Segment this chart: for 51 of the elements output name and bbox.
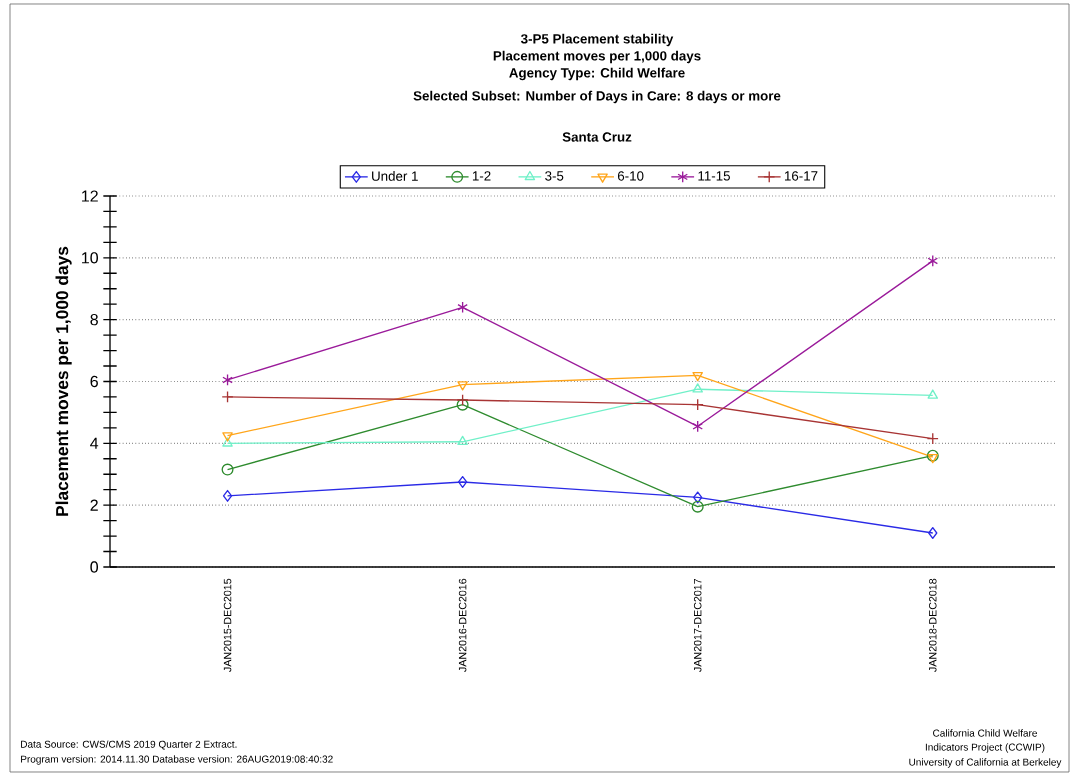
point	[927, 389, 939, 399]
point	[222, 432, 233, 442]
y-axis-title: Placement moves per 1,000 days	[55, 246, 72, 516]
legend-label: 11-15	[698, 171, 730, 181]
x-tick-label: JAN2015-DEC2015	[223, 578, 232, 672]
chart-subtitle: Placement moves per 1,000 days	[493, 50, 701, 64]
y-tick-label: 12	[82, 190, 98, 202]
point	[457, 475, 468, 488]
legend-label: 6-10	[617, 171, 644, 181]
legend-label: 1-2	[472, 171, 491, 181]
point	[221, 463, 234, 476]
y-tick-label: 10	[82, 252, 99, 264]
point	[222, 489, 233, 502]
point	[927, 453, 939, 464]
point	[693, 491, 703, 504]
point	[928, 526, 938, 539]
x-tick-label: JAN2017-DEC2017	[693, 578, 702, 672]
text: Selected Subset: Number of Days in Care: 8 days or more	[413, 90, 781, 104]
text: California Child Welfare	[933, 729, 1037, 737]
point	[926, 449, 939, 462]
legend-label: Under 1	[372, 171, 418, 181]
text: Santa Cruz	[562, 132, 632, 142]
point	[692, 383, 703, 393]
legend-label: 16-17	[784, 171, 818, 181]
point	[222, 437, 233, 447]
point	[221, 390, 234, 403]
point	[691, 398, 704, 411]
point	[691, 500, 704, 513]
x-tick-label: JAN2016-DEC2016	[458, 578, 467, 672]
source-note: Data Source: CWS/CMS 2019 Quarter 2 Extract.	[21, 740, 237, 750]
point	[926, 432, 939, 445]
text: Agency Type: Child Welfare	[509, 67, 685, 81]
text: University of California at Berkeley	[909, 758, 1062, 768]
text: Indicators Project (CCWIP)	[925, 743, 1045, 753]
point	[692, 420, 703, 433]
point	[457, 301, 468, 314]
y-tick-label: 0	[90, 561, 99, 573]
x-tick-label: JAN2018-DEC2018	[928, 578, 937, 672]
point	[457, 435, 468, 446]
legend-label: 3-5	[545, 171, 564, 181]
point	[927, 254, 939, 267]
text: Program version: 2014.11.30 Database version: 26AUG2019:08:40:32	[21, 755, 333, 765]
point	[457, 381, 468, 391]
y-tick-label: 6	[90, 375, 98, 388]
point	[222, 373, 233, 386]
y-tick-label: 8	[90, 314, 98, 326]
point	[692, 371, 703, 382]
y-tick-label: 2	[90, 499, 98, 511]
y-tick-label: 4	[90, 437, 99, 449]
point	[456, 394, 469, 407]
chart-title: 3-P5 Placement stability	[520, 33, 674, 47]
